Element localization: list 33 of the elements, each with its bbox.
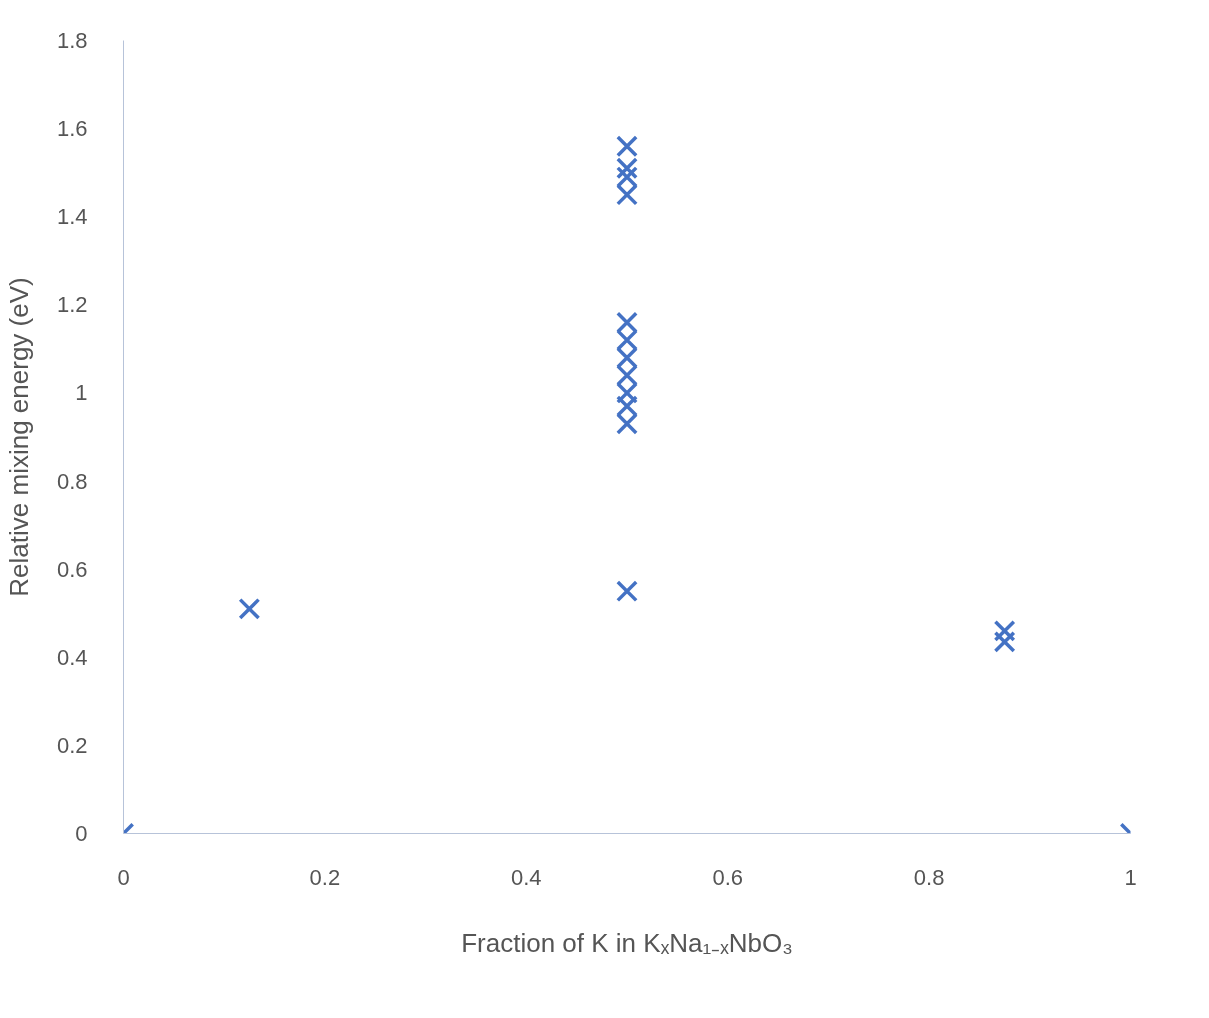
x-tick-label: 0.8 (913, 864, 945, 890)
y-tick-label: 1.6 (56, 116, 88, 142)
point (616, 329, 638, 352)
y-tick-label: 0.8 (56, 468, 88, 494)
point (616, 157, 638, 180)
point (993, 619, 1016, 642)
point (616, 135, 638, 158)
y-tick-label: 0.2 (56, 732, 88, 758)
y-tick-label: 1.2 (56, 292, 88, 318)
point (993, 630, 1016, 653)
point (238, 597, 261, 620)
point (616, 346, 638, 369)
y-tick-label: 1 (75, 380, 88, 406)
point (616, 311, 638, 334)
y-tick-label: 0.6 (56, 556, 88, 582)
point (616, 166, 638, 189)
point (616, 412, 638, 435)
x-tick-label: 1 (1124, 864, 1137, 890)
x-tick-label: 0.2 (309, 864, 341, 890)
point (616, 364, 638, 387)
y-tick-label: 1.4 (56, 204, 88, 230)
x-tick-label: 0.6 (712, 864, 743, 890)
x-tick-label: 0.4 (511, 864, 542, 890)
y-tick-label: 0.4 (56, 644, 88, 670)
x-axis-title: Fraction of K in KₓNa₁₋ₓNbO₃ (461, 927, 793, 958)
point (616, 382, 638, 404)
point (616, 183, 638, 206)
y-axis-title: Relative mixing energy (eV) (3, 277, 34, 597)
x-tick-label: 0 (117, 864, 130, 890)
y-tick-label: 1.8 (56, 28, 88, 53)
y-tick-label: 0 (75, 821, 88, 846)
point (616, 395, 638, 418)
point (616, 580, 638, 603)
